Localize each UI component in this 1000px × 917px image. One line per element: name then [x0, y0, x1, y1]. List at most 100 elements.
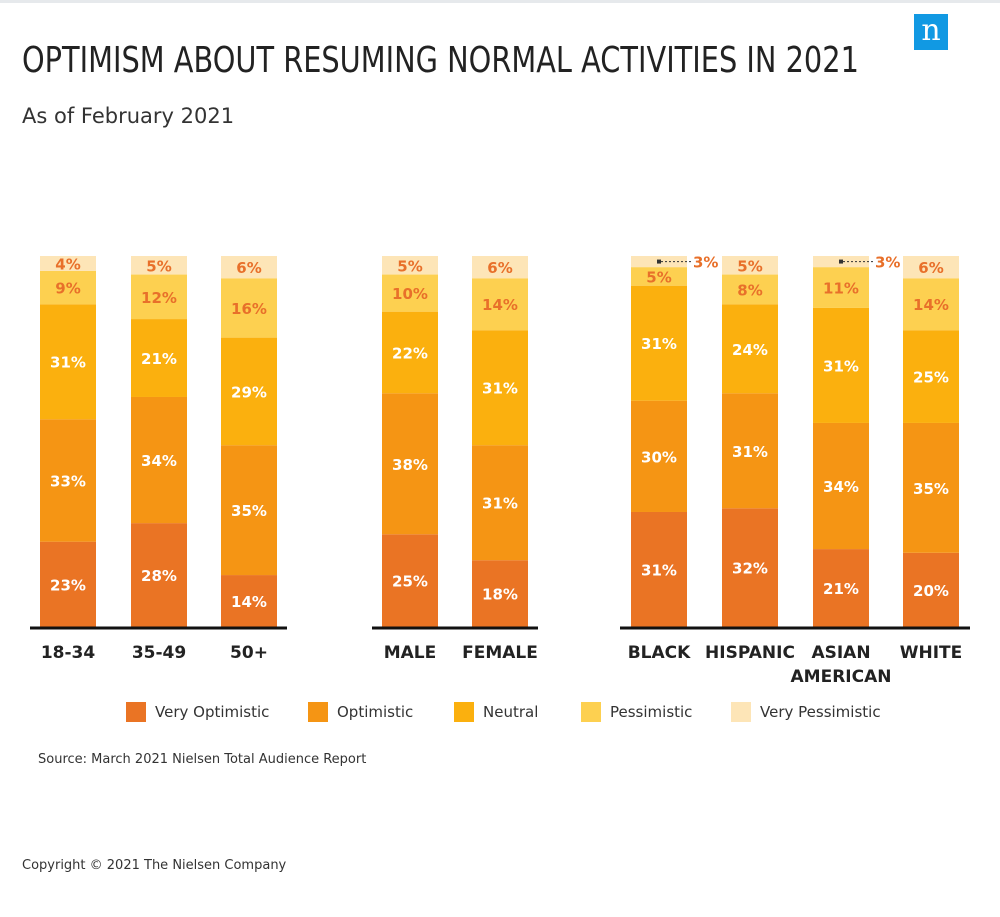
bar-segment-black-pessimistic	[631, 267, 687, 286]
bar-segment-male-neutral	[382, 311, 438, 394]
data-label-male-very-pessimistic: 5%	[397, 257, 422, 275]
category-label-asian-american: AMERICAN	[791, 667, 892, 687]
bar-segment-18-34-very-pessimistic	[40, 256, 96, 271]
legend-swatch-very-pessimistic	[731, 702, 751, 722]
legend-label-optimistic: Optimistic	[337, 703, 414, 721]
data-label-50-neutral: 29%	[231, 383, 267, 401]
bar-segment-white-pessimistic	[903, 278, 959, 331]
leader-dot-black	[657, 259, 661, 264]
copyright-note: Copyright © 2021 The Nielsen Company	[22, 858, 287, 873]
chart-subtitle: As of February 2021	[22, 104, 235, 128]
data-label-male-pessimistic: 10%	[392, 285, 428, 303]
legend-swatch-optimistic	[308, 702, 328, 722]
legend-item-optimistic: Optimistic	[308, 700, 413, 724]
data-label-hispanic-optimistic: 31%	[732, 443, 768, 461]
chart-title: OPTIMISM ABOUT RESUMING NORMAL ACTIVITIE…	[22, 40, 859, 81]
legend-label-very-pessimistic: Very Pessimistic	[760, 703, 881, 721]
data-label-asian-american-optimistic: 34%	[823, 478, 859, 496]
category-label-female: FEMALE	[462, 643, 538, 663]
source-note: Source: March 2021 Nielsen Total Audienc…	[38, 752, 367, 767]
category-label-male: MALE	[384, 643, 437, 663]
data-label-male-very-optimistic: 25%	[392, 573, 428, 591]
bar-segment-male-very-pessimistic	[382, 256, 438, 275]
data-label-35-49-very-optimistic: 28%	[141, 567, 177, 585]
legend-item-very-optimistic: Very Optimistic	[126, 700, 269, 724]
bar-segment-white-optimistic	[903, 422, 959, 553]
bar-segment-35-49-optimistic	[131, 396, 187, 524]
category-label-50: 50+	[230, 643, 268, 663]
data-label-hispanic-very-optimistic: 32%	[732, 560, 768, 578]
legend-swatch-pessimistic	[581, 702, 601, 722]
bar-segment-18-34-optimistic	[40, 419, 96, 542]
data-label-white-very-optimistic: 20%	[913, 582, 949, 600]
legend-item-pessimistic: Pessimistic	[581, 700, 692, 724]
legend-item-neutral: Neutral	[454, 700, 538, 724]
data-label-hispanic-neutral: 24%	[732, 341, 768, 359]
bar-segment-black-optimistic	[631, 400, 687, 512]
bar-segment-50-optimistic	[221, 445, 277, 576]
bar-segment-white-neutral	[903, 330, 959, 423]
data-label-18-34-neutral: 31%	[50, 354, 86, 372]
data-label-black-pessimistic: 5%	[646, 268, 671, 286]
bar-segment-asian-american-pessimistic	[813, 267, 869, 308]
data-label-black-neutral: 31%	[641, 335, 677, 353]
bar-segment-black-very-optimistic	[631, 511, 687, 627]
bar-segment-hispanic-pessimistic	[722, 274, 778, 305]
category-label-black: BLACK	[628, 643, 691, 663]
data-label-male-optimistic: 38%	[392, 456, 428, 474]
data-label-black-very-optimistic: 31%	[641, 561, 677, 579]
data-label-white-optimistic: 35%	[913, 480, 949, 498]
data-label-white-pessimistic: 14%	[913, 296, 949, 314]
bar-segment-male-optimistic	[382, 393, 438, 535]
bar-segment-50-very-pessimistic	[221, 256, 277, 279]
nielsen-logo: n	[914, 14, 948, 50]
data-label-35-49-very-pessimistic: 5%	[146, 257, 171, 275]
bar-segment-female-neutral	[472, 330, 528, 446]
bar-segment-male-very-optimistic	[382, 534, 438, 627]
bar-segment-50-pessimistic	[221, 278, 277, 338]
legend-label-very-optimistic: Very Optimistic	[155, 703, 270, 721]
bar-segment-male-pessimistic	[382, 274, 438, 312]
stacked-bar-chart: 23% 33% 31% 9% 4% 18-34 28% 34% 21% 12% 5% 35-49 14%…	[30, 254, 970, 687]
legend-swatch-very-optimistic	[126, 702, 146, 722]
legend-swatch-neutral	[454, 702, 474, 722]
data-label-50-optimistic: 35%	[231, 502, 267, 520]
data-label-35-49-neutral: 21%	[141, 350, 177, 368]
category-label-18-34: 18-34	[41, 643, 96, 663]
data-label-50-very-pessimistic: 6%	[236, 259, 261, 277]
data-label-white-neutral: 25%	[913, 369, 949, 387]
bar-segment-50-very-optimistic	[221, 575, 277, 627]
category-label-hispanic: HISPANIC	[705, 643, 795, 663]
data-label-female-pessimistic: 14%	[482, 296, 518, 314]
logo-letter: n	[921, 13, 941, 48]
bar-segment-white-very-pessimistic	[903, 256, 959, 279]
data-label-white-very-pessimistic: 6%	[918, 259, 943, 277]
legend-label-pessimistic: Pessimistic	[610, 703, 693, 721]
chart-legend: Very Optimistic Optimistic Neutral Pessimis…	[0, 700, 1000, 724]
bar-segment-hispanic-neutral	[722, 304, 778, 394]
data-label-asian-american-very-pessimistic: 3%	[875, 254, 900, 272]
bar-segment-18-34-very-optimistic	[40, 541, 96, 627]
data-label-black-very-pessimistic: 3%	[693, 254, 718, 272]
bar-segment-35-49-very-pessimistic	[131, 256, 187, 275]
bar-segment-female-very-optimistic	[472, 560, 528, 627]
bar-segment-hispanic-optimistic	[722, 393, 778, 509]
data-label-black-optimistic: 30%	[641, 448, 677, 466]
bar-segment-35-49-neutral	[131, 319, 187, 397]
data-label-18-34-very-optimistic: 23%	[50, 576, 86, 594]
data-label-female-very-pessimistic: 6%	[487, 259, 512, 277]
bar-segment-18-34-neutral	[40, 304, 96, 420]
category-label-asian-american: ASIAN	[811, 643, 870, 663]
top-divider	[0, 0, 1000, 3]
bar-segment-female-very-pessimistic	[472, 256, 528, 279]
bar-segment-18-34-pessimistic	[40, 270, 96, 305]
bar-segment-hispanic-very-pessimistic	[722, 256, 778, 275]
bar-segment-asian-american-optimistic	[813, 422, 869, 550]
bar-segment-white-very-optimistic	[903, 552, 959, 627]
bar-segment-50-neutral	[221, 337, 277, 446]
leader-dot-asian-american	[839, 259, 843, 264]
data-label-35-49-pessimistic: 12%	[141, 289, 177, 307]
data-label-asian-american-neutral: 31%	[823, 357, 859, 375]
data-label-50-very-optimistic: 14%	[231, 593, 267, 611]
data-label-18-34-very-pessimistic: 4%	[55, 255, 80, 273]
